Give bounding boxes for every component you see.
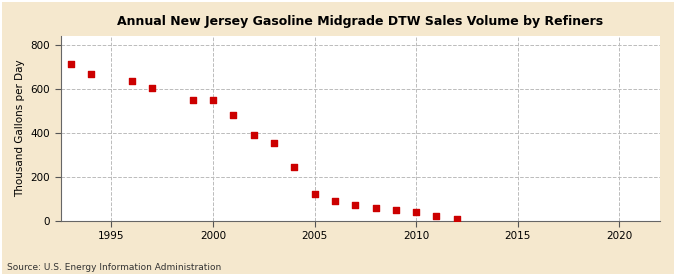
Point xyxy=(390,208,401,212)
Title: Annual New Jersey Gasoline Midgrade DTW Sales Volume by Refiners: Annual New Jersey Gasoline Midgrade DTW … xyxy=(117,15,603,28)
Y-axis label: Thousand Gallons per Day: Thousand Gallons per Day xyxy=(15,60,25,197)
Point xyxy=(289,165,300,169)
Point xyxy=(309,191,320,196)
Point xyxy=(187,98,198,102)
Point xyxy=(65,61,76,66)
Point xyxy=(228,113,239,117)
Point xyxy=(248,133,259,138)
Point xyxy=(370,206,381,210)
Point xyxy=(411,210,422,214)
Point xyxy=(126,79,137,83)
Point xyxy=(208,98,219,102)
Point xyxy=(431,213,442,218)
Point xyxy=(146,86,157,90)
Point xyxy=(329,199,340,204)
Text: Source: U.S. Energy Information Administration: Source: U.S. Energy Information Administ… xyxy=(7,263,221,272)
Point xyxy=(350,202,360,207)
Point xyxy=(86,71,97,76)
Point xyxy=(269,141,279,145)
Point xyxy=(452,217,462,221)
